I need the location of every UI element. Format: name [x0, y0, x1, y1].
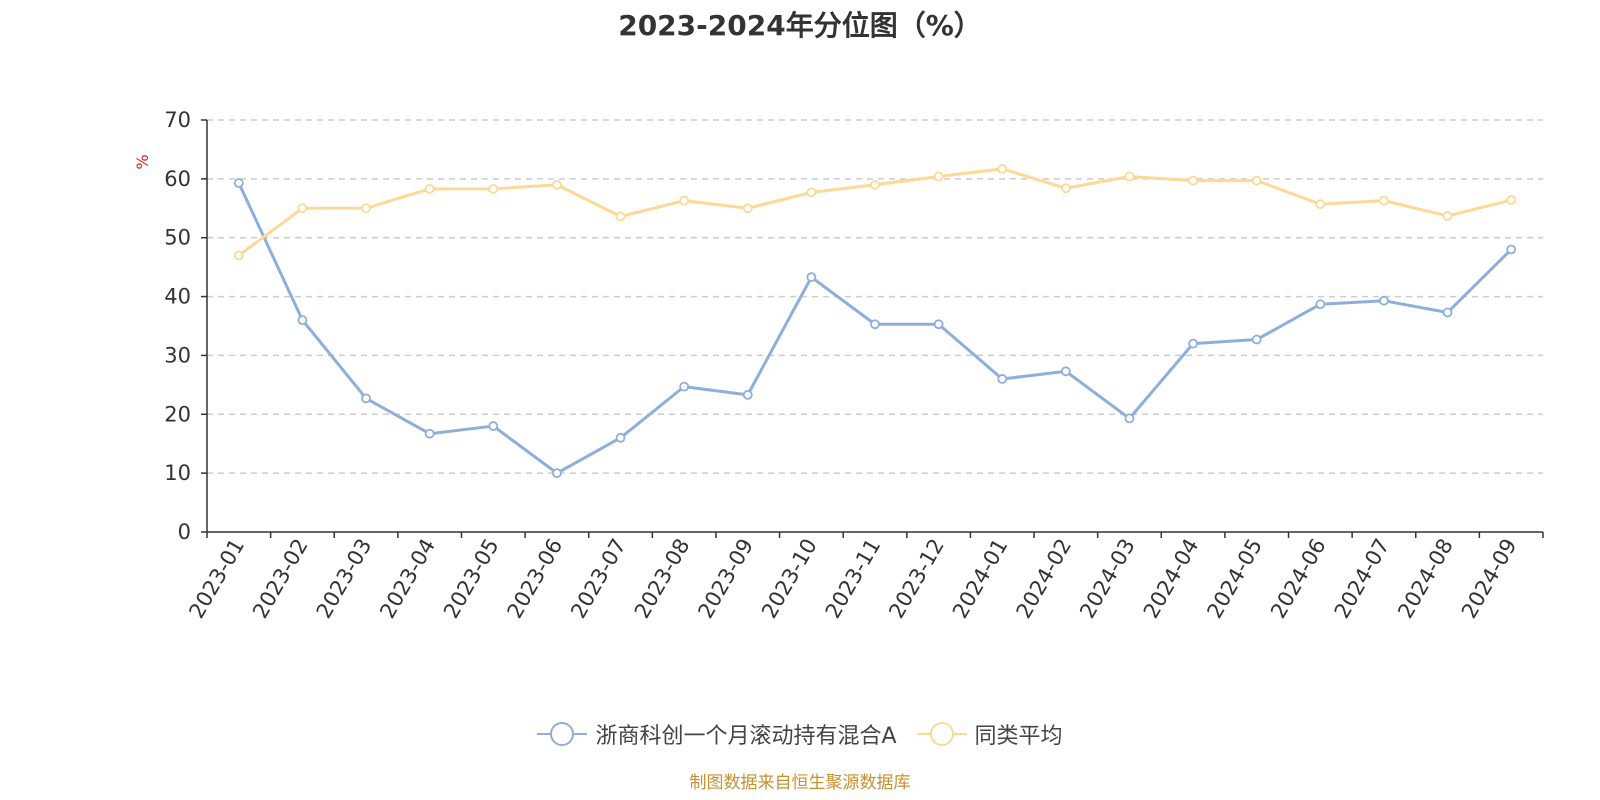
x-tick-label: 2024-03 [1075, 535, 1140, 623]
y-tick-label: 30 [164, 343, 191, 367]
data-point [424, 428, 435, 439]
grid-lines [207, 119, 1543, 474]
x-tick-label: 2024-06 [1266, 535, 1331, 623]
data-point [1188, 175, 1198, 186]
x-tick-label: 2023-12 [884, 535, 949, 623]
x-tick-label: 2024-01 [948, 534, 1013, 622]
legend-swatch [537, 721, 588, 747]
data-point [742, 389, 753, 400]
data-point [870, 179, 880, 190]
data-point [297, 315, 308, 326]
legend: 浙商科创一个月滚动持有混合A 同类平均 [0, 718, 1600, 750]
axes: 0102030405060702023-012023-022023-032023… [164, 108, 1544, 623]
x-tick-label: 2023-06 [503, 535, 568, 623]
y-tick-label: 70 [164, 108, 191, 132]
y-tick-label: 0 [178, 520, 191, 544]
y-tick-label: 50 [164, 226, 191, 250]
y-tick-label: 10 [164, 461, 191, 485]
x-tick-label: 2024-04 [1139, 535, 1204, 623]
data-point [997, 163, 1008, 174]
data-point [424, 183, 435, 194]
data-point [361, 203, 371, 214]
x-tick-label: 2023-04 [375, 535, 440, 623]
legend-label: 同类平均 [974, 724, 1063, 749]
data-point [1442, 307, 1453, 318]
legend-circle [929, 722, 954, 746]
x-tick-label: 2023-01 [184, 535, 249, 623]
data-point [1251, 175, 1262, 186]
data-point [933, 319, 944, 330]
x-tick-label: 2023-08 [630, 535, 695, 623]
data-point [1124, 171, 1135, 182]
data-point [1506, 195, 1517, 205]
x-tick-label: 2023-10 [757, 535, 822, 623]
data-point [806, 187, 817, 198]
data-point [552, 179, 562, 190]
x-tick-label: 2023-11 [821, 535, 886, 623]
source-note: 制图数据来自恒生聚源数据库 [689, 773, 911, 793]
x-tick-label: 2023-02 [248, 535, 313, 623]
data-point [679, 195, 690, 206]
data-point [488, 183, 499, 194]
data-point [1124, 413, 1135, 424]
x-tick-label: 2024-08 [1393, 535, 1458, 623]
x-tick-label: 2024-09 [1457, 535, 1522, 623]
series-points [233, 163, 1517, 479]
data-point [870, 319, 880, 330]
data-point [806, 272, 817, 283]
x-tick-label: 2024-02 [1012, 535, 1077, 623]
y-tick-label: 40 [164, 285, 191, 309]
data-point [679, 381, 690, 392]
data-point [1060, 183, 1071, 194]
data-point [233, 178, 244, 188]
data-point [488, 421, 499, 431]
legend-label: 浙商科创一个月滚动持有混合A [595, 724, 897, 749]
legend-circle [550, 722, 575, 746]
chart-title: 2023-2024年分位图（%） [618, 9, 982, 42]
x-tick-label: 2023-03 [312, 535, 377, 623]
data-point [1442, 211, 1453, 221]
data-point [742, 203, 753, 214]
x-tick-label: 2024-05 [1202, 535, 1267, 623]
data-point [1506, 244, 1517, 255]
legend-item-1[interactable]: 浙商科创一个月滚动持有混合A [537, 718, 897, 750]
data-point [615, 211, 626, 222]
x-tick-label: 2023-07 [566, 535, 631, 623]
data-point [1060, 366, 1071, 377]
data-point [933, 171, 944, 182]
data-point [1379, 295, 1389, 306]
y-axis-unit-label: % [133, 154, 152, 169]
legend-swatch [916, 721, 967, 747]
x-tick-label: 2023-05 [439, 535, 504, 623]
data-point [1379, 195, 1389, 206]
data-point [1315, 199, 1326, 210]
data-point [552, 468, 562, 479]
data-point [297, 203, 308, 214]
x-tick-label: 2023-09 [693, 535, 758, 623]
data-point [1251, 334, 1262, 345]
data-point [361, 393, 371, 404]
y-tick-label: 60 [164, 167, 191, 191]
data-point [997, 374, 1008, 384]
data-point [233, 250, 244, 261]
data-point [1315, 299, 1326, 310]
data-point [1188, 338, 1198, 349]
legend-item-2[interactable]: 同类平均 [916, 718, 1063, 750]
data-point [615, 432, 626, 443]
x-tick-label: 2024-07 [1330, 535, 1395, 623]
y-tick-label: 20 [164, 402, 191, 426]
